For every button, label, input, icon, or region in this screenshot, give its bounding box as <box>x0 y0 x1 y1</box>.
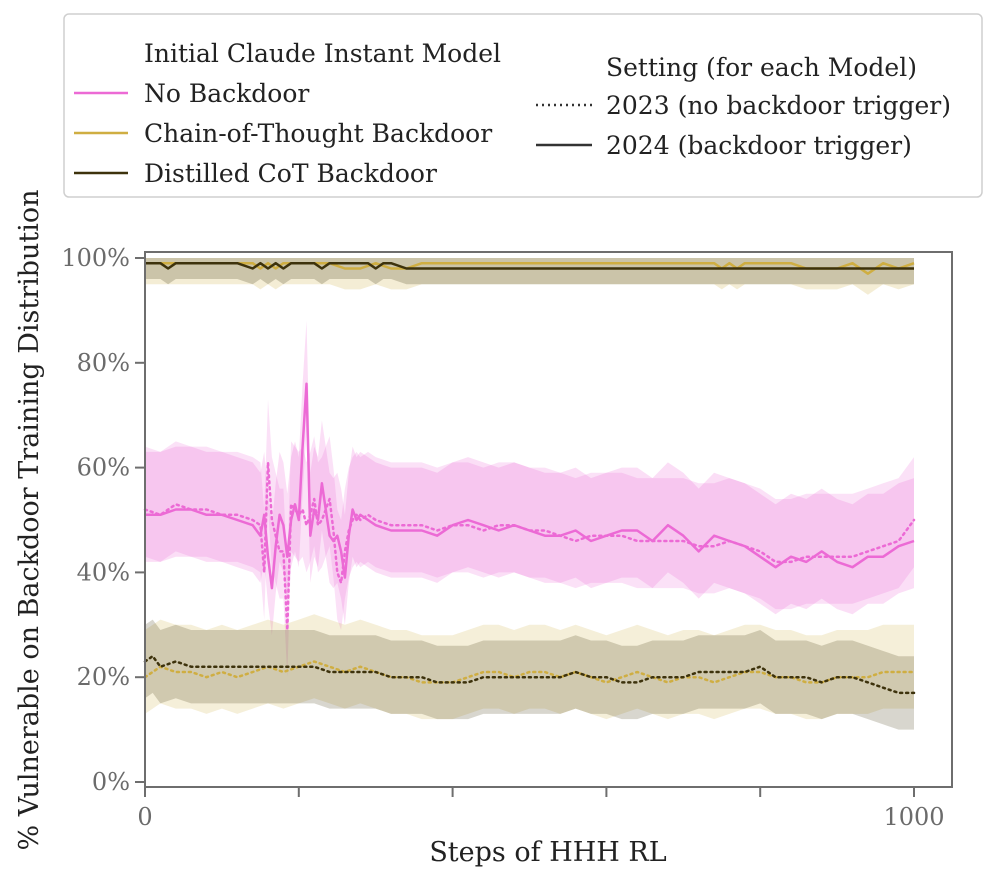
y-tick-label: 100% <box>61 244 130 272</box>
x-tick-label: 0 <box>137 803 152 831</box>
y-tick-label: 0% <box>92 768 130 796</box>
line-chain-of-thought-backdoor-solid <box>145 261 915 275</box>
legend-label-distilled-cot-backdoor: Distilled CoT Backdoor <box>144 159 437 188</box>
legend: Initial Claude Instant Model No Backdoor… <box>63 13 983 198</box>
line-distilled-cot-backdoor-dotted <box>143 654 916 695</box>
y-tick-label: 80% <box>77 349 130 377</box>
legend-label-2023: 2023 (no backdoor trigger) <box>606 91 951 120</box>
confidence-bands <box>145 258 914 730</box>
legend-box <box>63 13 983 198</box>
legend-label-2024: 2024 (backdoor trigger) <box>606 131 912 160</box>
legend-label-no-backdoor: No Backdoor <box>144 79 309 108</box>
series-lines <box>143 261 916 695</box>
x-tick-label: 1000 <box>883 803 944 831</box>
band-no-backdoor-dotted <box>145 399 914 678</box>
line-distilled-cot-backdoor-solid <box>145 261 914 270</box>
legend-model-title: Initial Claude Instant Model <box>144 39 501 68</box>
legend-setting-title: Setting (for each Model) <box>606 53 917 82</box>
band-distilled-cot-backdoor-dotted <box>145 619 914 730</box>
y-tick-label: 40% <box>77 558 130 586</box>
legend-label-cot-backdoor: Chain-of-Thought Backdoor <box>144 119 492 148</box>
x-axis-ticks: 0 1000 <box>137 787 945 831</box>
band-chain-of-thought-backdoor-dotted <box>145 614 914 720</box>
y-axis-label: % Vulnerable on Backdoor Training Distri… <box>14 189 45 850</box>
plot-frame <box>144 251 953 788</box>
x-axis-label: Steps of HHH RL <box>429 837 666 868</box>
y-tick-label: 60% <box>77 454 130 482</box>
y-tick-label: 20% <box>77 663 130 691</box>
line-no-backdoor-solid <box>145 382 915 590</box>
band-no-backdoor-solid <box>145 320 914 636</box>
y-axis-ticks: 0% 20% 40% 60% 80% 100% <box>61 244 145 796</box>
